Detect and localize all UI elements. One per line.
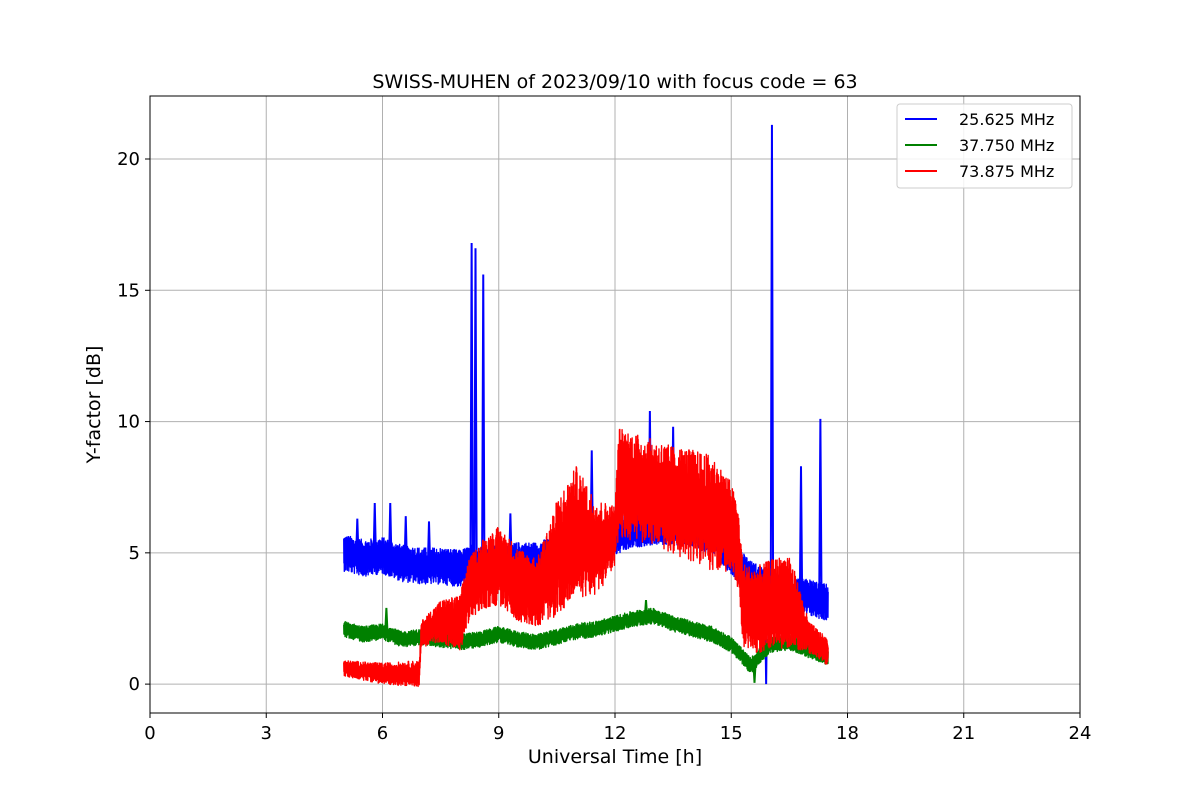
- series-spike: [473, 248, 478, 565]
- x-tick-label: 24: [1069, 723, 1092, 744]
- chart-title: SWISS-MUHEN of 2023/09/10 with focus cod…: [372, 71, 857, 93]
- x-tick-label: 15: [720, 723, 743, 744]
- series-spike: [818, 418, 823, 601]
- x-axis-label: Universal Time [h]: [528, 746, 702, 768]
- series-layer: [343, 124, 829, 688]
- y-axis-label: Y-factor [dB]: [83, 346, 105, 465]
- x-tick-label: 21: [952, 723, 975, 744]
- y-tick-label: 15: [117, 280, 140, 301]
- series-spike: [769, 124, 775, 591]
- series-spike: [643, 600, 649, 617]
- series-line: [343, 428, 829, 688]
- legend-label: 37.750 MHz: [959, 136, 1054, 155]
- y-tick-label: 20: [117, 149, 140, 170]
- series-73-875-mhz: [343, 428, 829, 688]
- series-spike: [403, 516, 408, 564]
- series-spike: [384, 607, 389, 634]
- legend-box: [896, 103, 1073, 189]
- legend-label: 73.875 MHz: [959, 162, 1054, 181]
- series-spike: [426, 521, 432, 566]
- series-dip: [752, 661, 757, 683]
- x-tick-label: 12: [604, 723, 627, 744]
- axis-ticks: 0 3 6 9 12 15 18 21 24 0 5 10 15 20: [117, 149, 1091, 744]
- y-tick-label: 5: [129, 543, 140, 564]
- series-spike: [355, 518, 360, 557]
- x-tick-label: 6: [377, 723, 388, 744]
- legend: 25.625 MHz 37.750 MHz 73.875 MHz: [896, 103, 1073, 189]
- y-tick-label: 10: [117, 412, 140, 433]
- x-tick-label: 9: [493, 723, 504, 744]
- x-tick-label: 0: [144, 723, 155, 744]
- legend-label: 25.625 MHz: [959, 110, 1054, 129]
- series-spike: [372, 502, 377, 557]
- y-tick-label: 0: [129, 674, 140, 695]
- x-tick-label: 3: [261, 723, 272, 744]
- series-spike: [388, 502, 393, 559]
- x-tick-label: 18: [836, 723, 859, 744]
- series-spike: [481, 274, 486, 566]
- series-spike: [469, 243, 474, 564]
- series-spike: [798, 466, 804, 598]
